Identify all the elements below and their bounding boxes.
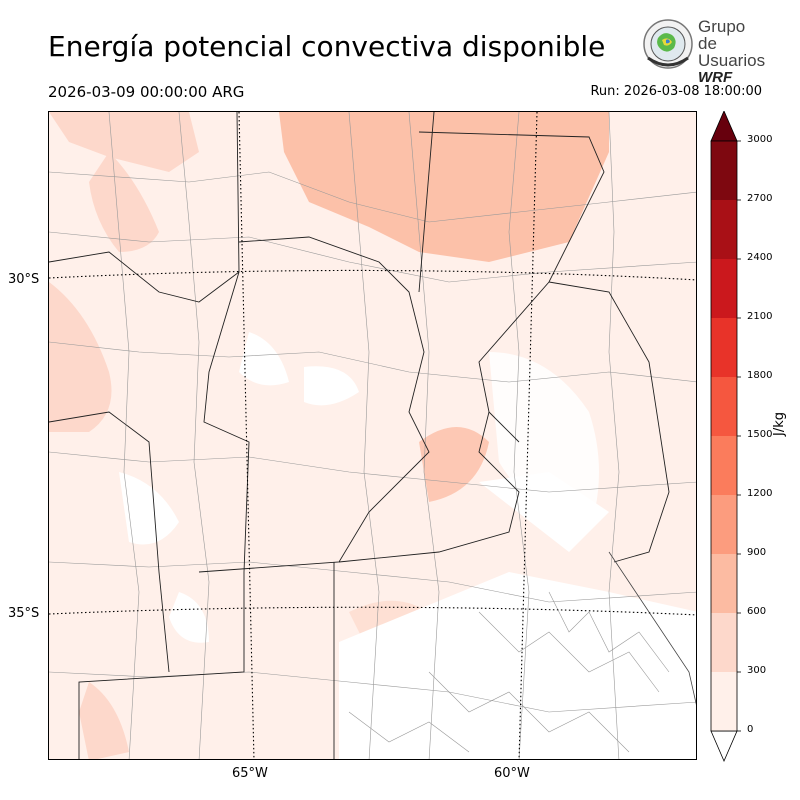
logo-line-2: Usuarios: [698, 51, 766, 70]
map-canvas: [49, 112, 696, 759]
colorbar-segment: [711, 613, 737, 672]
colorbar-scale: [710, 109, 741, 763]
colorbar-tick-label: 900: [747, 547, 767, 558]
colorbar-segment: [711, 141, 737, 200]
colorbar-tick-label: 600: [747, 606, 767, 617]
lat-label-35s: 35°S: [8, 606, 40, 621]
run-time: Run: 2026-03-08 18:00:00: [590, 84, 762, 99]
map-title: Energía potencial convectiva disponible: [48, 30, 606, 63]
wrf-logo: Grupo de Usuarios WRF: [640, 18, 765, 86]
colorbar-segment: [711, 554, 737, 613]
colorbar-tick-label: 2100: [747, 311, 773, 322]
logo-line-3: WRF: [698, 69, 733, 86]
colorbar-tick-label: 1800: [747, 370, 773, 381]
colorbar-tick-label: 2400: [747, 252, 773, 263]
logo-line-1: Grupo de: [698, 17, 746, 53]
colorbar-segment: [711, 436, 737, 495]
colorbar: 0 300 600 900 1200 1500 1800 2100 2400 2700 3000: [705, 109, 795, 771]
colorbar-tick-label: 300: [747, 665, 767, 676]
colorbar-segment: [711, 259, 737, 318]
colorbar-unit: J/kg: [772, 412, 787, 436]
colorbar-segment: [711, 318, 737, 377]
colorbar-tick-label: 3000: [747, 134, 773, 145]
colorbar-tick-label: 1500: [747, 429, 773, 440]
colorbar-extend-min: [710, 730, 738, 763]
cape-map: [48, 111, 697, 760]
colorbar-tick-label: 1200: [747, 488, 773, 499]
colorbar-tick-label: 0: [747, 724, 754, 735]
colorbar-segment: [711, 672, 737, 731]
colorbar-segment: [711, 377, 737, 436]
colorbar-segment: [711, 200, 737, 259]
lon-label-60w: 60°W: [494, 766, 530, 781]
colorbar-extend-max: [710, 109, 738, 142]
colorbar-tick-label: 2700: [747, 193, 773, 204]
colorbar-segment: [711, 495, 737, 554]
lon-label-65w: 65°W: [232, 766, 268, 781]
valid-time: 2026-03-09 00:00:00 ARG: [48, 83, 245, 101]
globe-logo-icon: [643, 19, 693, 69]
lat-label-30s: 30°S: [8, 272, 40, 287]
